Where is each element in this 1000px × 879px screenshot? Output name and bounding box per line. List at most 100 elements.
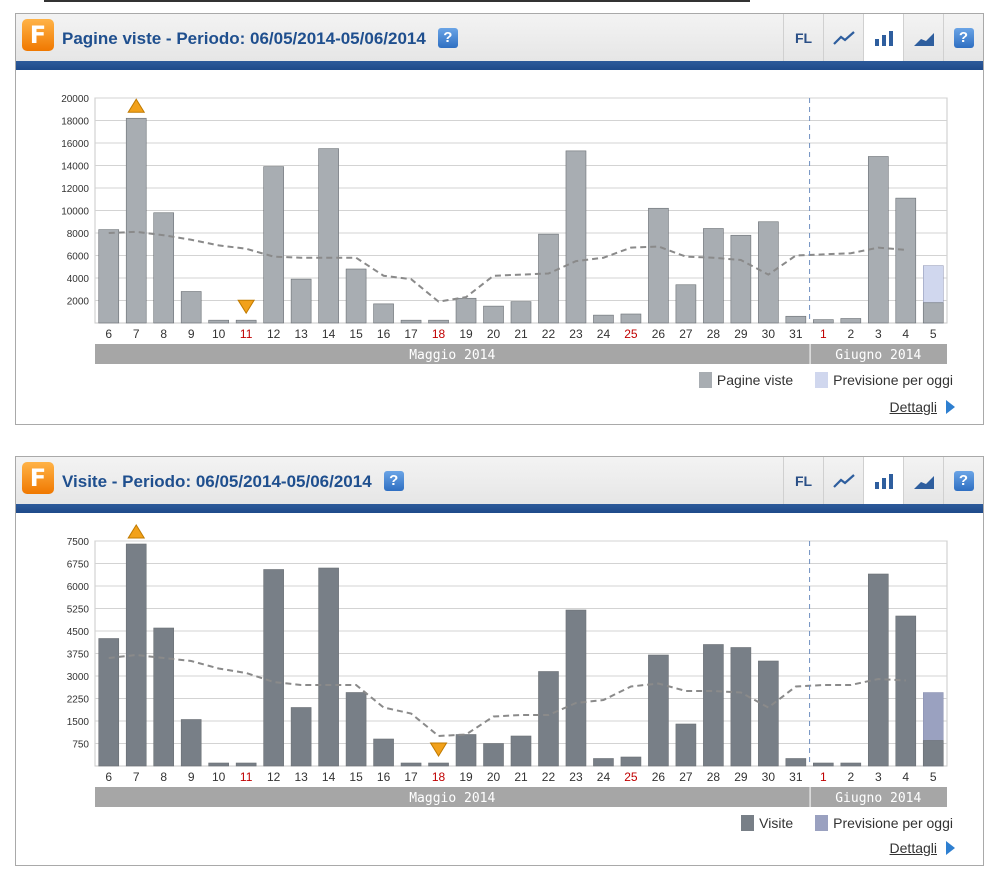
help-icon[interactable]: ? [383, 471, 404, 491]
bar [180, 291, 202, 324]
bar [867, 156, 889, 324]
bar [840, 318, 862, 324]
line-chart-icon[interactable] [823, 14, 863, 61]
bar [373, 303, 394, 324]
bar [867, 573, 889, 767]
area-chart-icon[interactable] [903, 457, 943, 504]
y-tick-label: 750 [72, 740, 89, 751]
details-label[interactable]: Dettagli [889, 399, 937, 415]
y-tick-label: 12000 [61, 184, 89, 195]
x-tick-label: 26 [652, 327, 666, 341]
x-tick-label: 11 [240, 770, 253, 784]
x-tick-label: 11 [240, 327, 253, 341]
visits-chart: 750 1500 2250 3000 3750 4500 5250 6000 6750 7500 6… [67, 524, 948, 807]
legend-item-series: Pagine viste [698, 372, 794, 388]
x-tick-label: 14 [322, 327, 336, 341]
x-tick-label: 19 [459, 770, 473, 784]
x-tick-label: 27 [679, 770, 693, 784]
bar [153, 627, 175, 767]
bar-chart-icon[interactable] [863, 457, 903, 504]
y-tick-label: 3750 [67, 650, 90, 661]
bar [730, 647, 752, 767]
bar [813, 319, 834, 324]
bar [620, 756, 642, 767]
bar [318, 148, 339, 324]
trend-line [108, 230, 906, 303]
month-label-may: Maggio 2014 [409, 348, 495, 363]
x-tick-label: 30 [762, 327, 776, 341]
y-tick-label: 6000 [67, 252, 90, 263]
bar [565, 609, 587, 767]
x-tick-label: 9 [188, 327, 195, 341]
x-tick-label: 15 [349, 770, 363, 784]
help-icon[interactable]: ? [437, 28, 458, 48]
y-tick-label: 2000 [67, 297, 90, 308]
toolbar-help-icon[interactable]: ? [943, 14, 983, 61]
x-tick-label: 5 [930, 770, 937, 784]
bar [125, 543, 147, 767]
y-tick-label: 10000 [61, 207, 89, 218]
x-tick-label: 12 [267, 327, 281, 341]
header-band [16, 61, 983, 70]
min-marker-icon [429, 742, 448, 757]
x-tick-label: 12 [267, 770, 281, 784]
y-tick-label: 1500 [67, 717, 90, 728]
details-link[interactable]: Dettagli [890, 399, 955, 415]
x-tick-label: 31 [789, 770, 803, 784]
chart-toolbar: FL ? [783, 457, 983, 504]
x-tick-label: 3 [875, 770, 882, 784]
month-band-june [810, 344, 947, 364]
x-tick-label: 16 [377, 770, 391, 784]
arrow-right-icon[interactable] [946, 400, 955, 414]
x-tick-label: 22 [542, 770, 556, 784]
bar [345, 268, 367, 324]
x-tick-label: 28 [707, 327, 721, 341]
x-tick-label: 7 [133, 770, 140, 784]
month-label-june: Giugno 2014 [835, 791, 921, 806]
bar [510, 735, 532, 767]
legend-label: Pagine viste [716, 372, 794, 388]
panel-title: Pagine viste - Periodo: 06/05/2014-05/06… [62, 28, 458, 49]
x-tick-label: 21 [514, 770, 528, 784]
legend-label: Previsione per oggi [833, 372, 953, 388]
bar-chart-icon[interactable] [863, 14, 903, 61]
arrow-right-icon[interactable] [946, 841, 955, 855]
bar [785, 758, 807, 767]
min-marker-icon [237, 299, 256, 315]
chart-legend: Visite Previsione per oggi [719, 815, 953, 831]
bar [125, 117, 147, 324]
x-tick-label: 3 [875, 327, 882, 341]
legend-swatch [741, 815, 755, 831]
y-tick-label: 8000 [67, 229, 90, 240]
month-band-june [810, 787, 947, 807]
line-chart-icon[interactable] [823, 457, 863, 504]
bar [290, 707, 312, 767]
fl-button[interactable]: FL [783, 457, 823, 504]
bar [345, 692, 367, 767]
bar [180, 719, 202, 767]
y-tick-label: 16000 [61, 139, 89, 150]
x-tick-label: 10 [212, 770, 226, 784]
bar [703, 228, 724, 324]
toolbar-help-icon[interactable]: ? [943, 457, 983, 504]
bar [428, 319, 449, 324]
x-tick-label: 21 [514, 327, 528, 341]
y-tick-label: 14000 [61, 162, 89, 173]
panel-title-text: Visite - Periodo: 06/05/2014-05/06/2014 [62, 472, 372, 491]
bar [235, 762, 257, 767]
y-tick-label: 6750 [67, 560, 90, 571]
area-chart-icon[interactable] [903, 14, 943, 61]
fl-button[interactable]: FL [783, 14, 823, 61]
y-tick-label: 6000 [67, 582, 90, 593]
x-tick-label: 13 [294, 770, 308, 784]
app-logo-icon: F [22, 19, 54, 51]
x-tick-label: 26 [652, 770, 666, 784]
bar [153, 212, 175, 324]
bar [290, 278, 312, 324]
bar [675, 284, 697, 324]
details-label[interactable]: Dettagli [889, 840, 937, 856]
details-link[interactable]: Dettagli [890, 840, 955, 856]
x-tick-label: 29 [734, 327, 748, 341]
x-tick-label: 18 [432, 327, 446, 341]
bar [565, 150, 587, 324]
